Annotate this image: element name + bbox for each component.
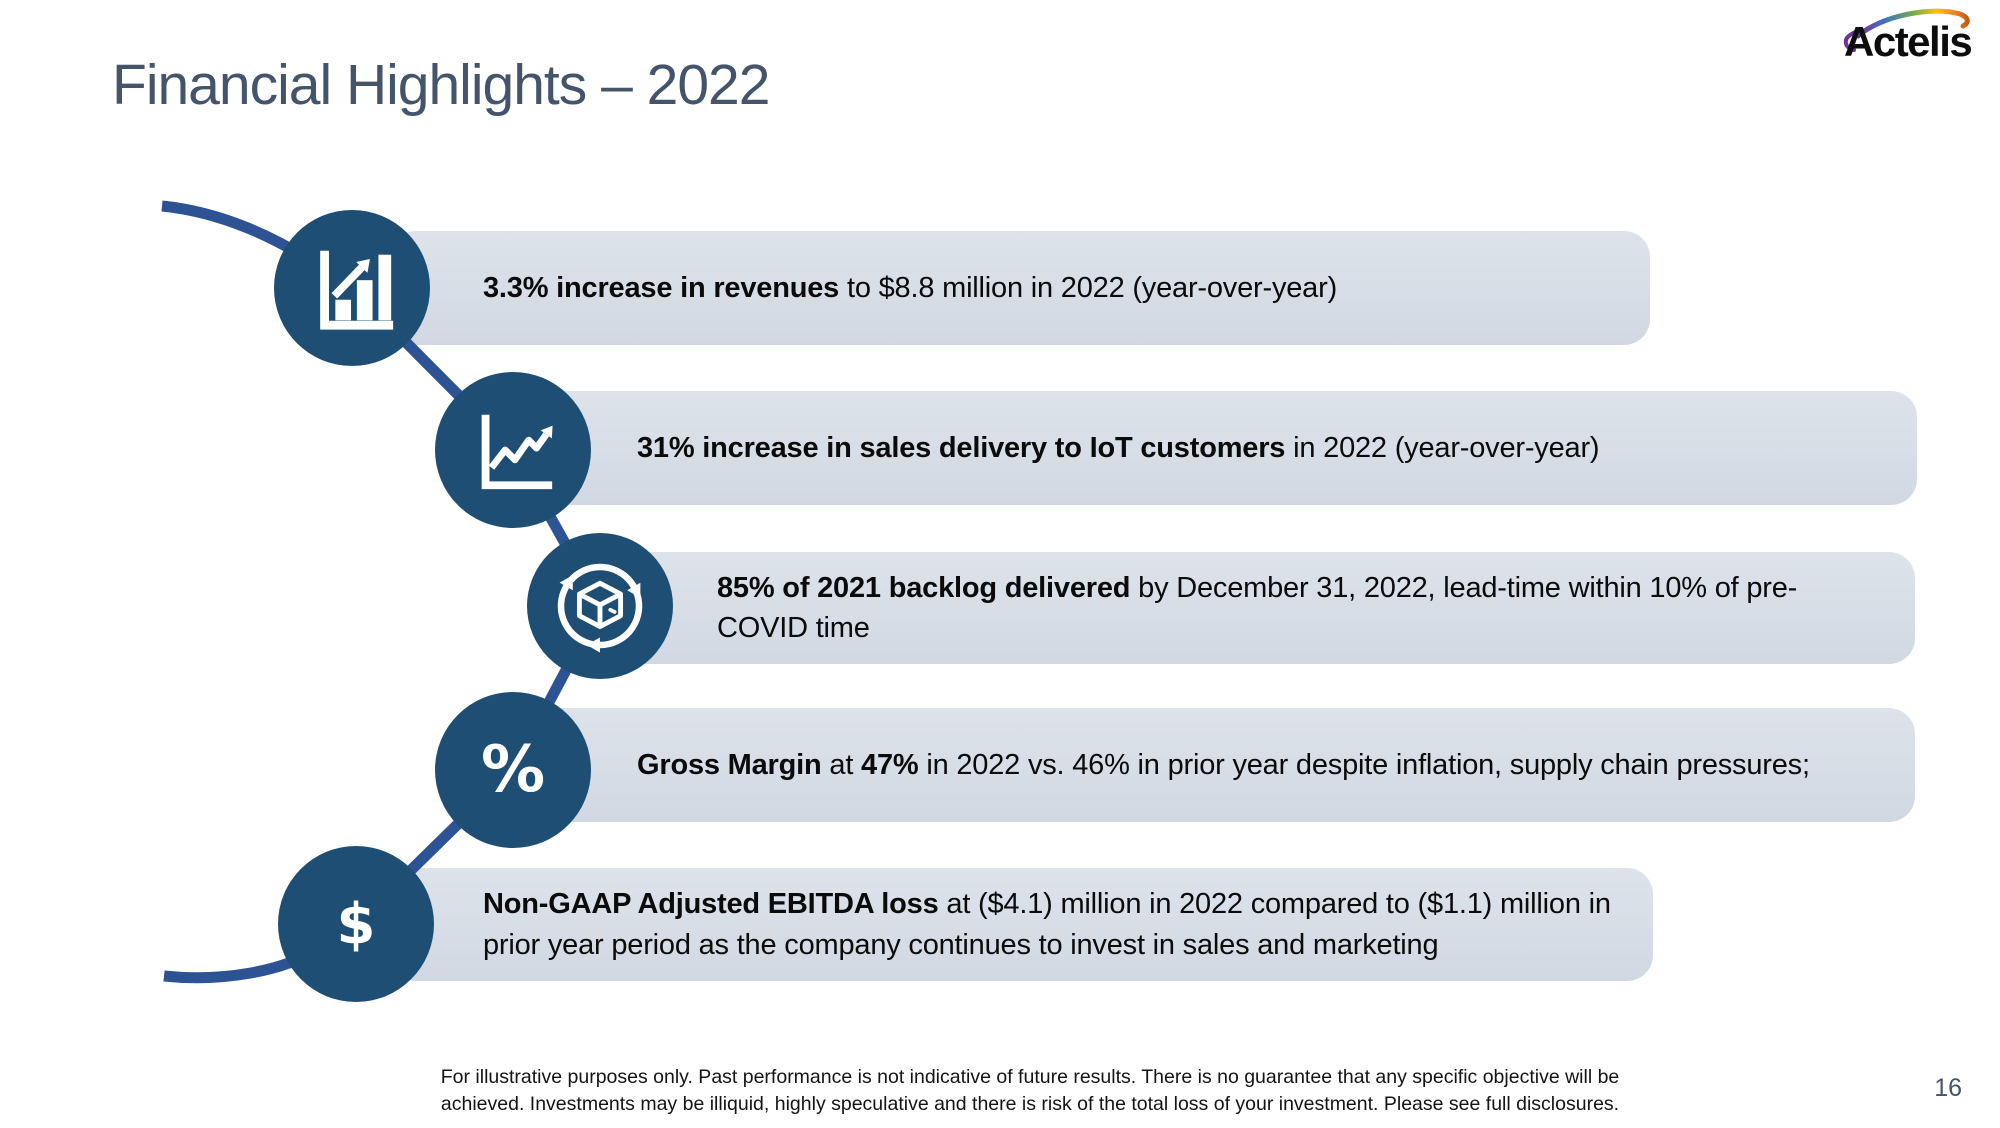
bar-chart-growth-icon <box>305 241 399 335</box>
highlight-text: Gross Margin at 47% in 2022 vs. 46% in p… <box>637 748 1810 781</box>
highlight-bar: 31% increase in sales delivery to IoT cu… <box>520 391 1917 505</box>
logo-swoosh-icon <box>1843 8 1970 52</box>
page-title: Financial Highlights – 2022 <box>112 53 770 117</box>
footer-disclaimer: For illustrative purposes only. Past per… <box>440 1066 1620 1115</box>
package-delivery-cycle-icon <box>527 533 673 679</box>
highlight-text: 85% of 2021 backlog delivered by Decembe… <box>717 571 1798 644</box>
highlight-bar: Gross Margin at 47% in 2022 vs. 46% in p… <box>520 708 1915 822</box>
actelis-logo: Actelis <box>1836 4 1992 65</box>
line-chart-growth-icon <box>435 372 591 528</box>
highlight-text: Non-GAAP Adjusted EBITDA loss at ($4.1) … <box>483 888 1611 961</box>
bar-chart-growth-icon <box>274 210 430 366</box>
percent-icon: % <box>435 692 591 848</box>
line-chart-growth-icon <box>466 403 560 497</box>
highlight-bar: 3.3% increase in revenues to $8.8 millio… <box>390 231 1650 345</box>
highlight-bar: Non-GAAP Adjusted EBITDA loss at ($4.1) … <box>390 868 1653 981</box>
highlight-bar: 85% of 2021 backlog delivered by Decembe… <box>580 552 1915 664</box>
page-number: 16 <box>1934 1074 1962 1102</box>
dollar-icon: $ <box>278 846 434 1002</box>
highlight-text: 31% increase in sales delivery to IoT cu… <box>637 431 1600 464</box>
highlight-text: 3.3% increase in revenues to $8.8 millio… <box>483 271 1338 304</box>
logo-text: Actelis <box>1844 18 1973 65</box>
package-delivery-cycle-icon <box>548 554 652 658</box>
